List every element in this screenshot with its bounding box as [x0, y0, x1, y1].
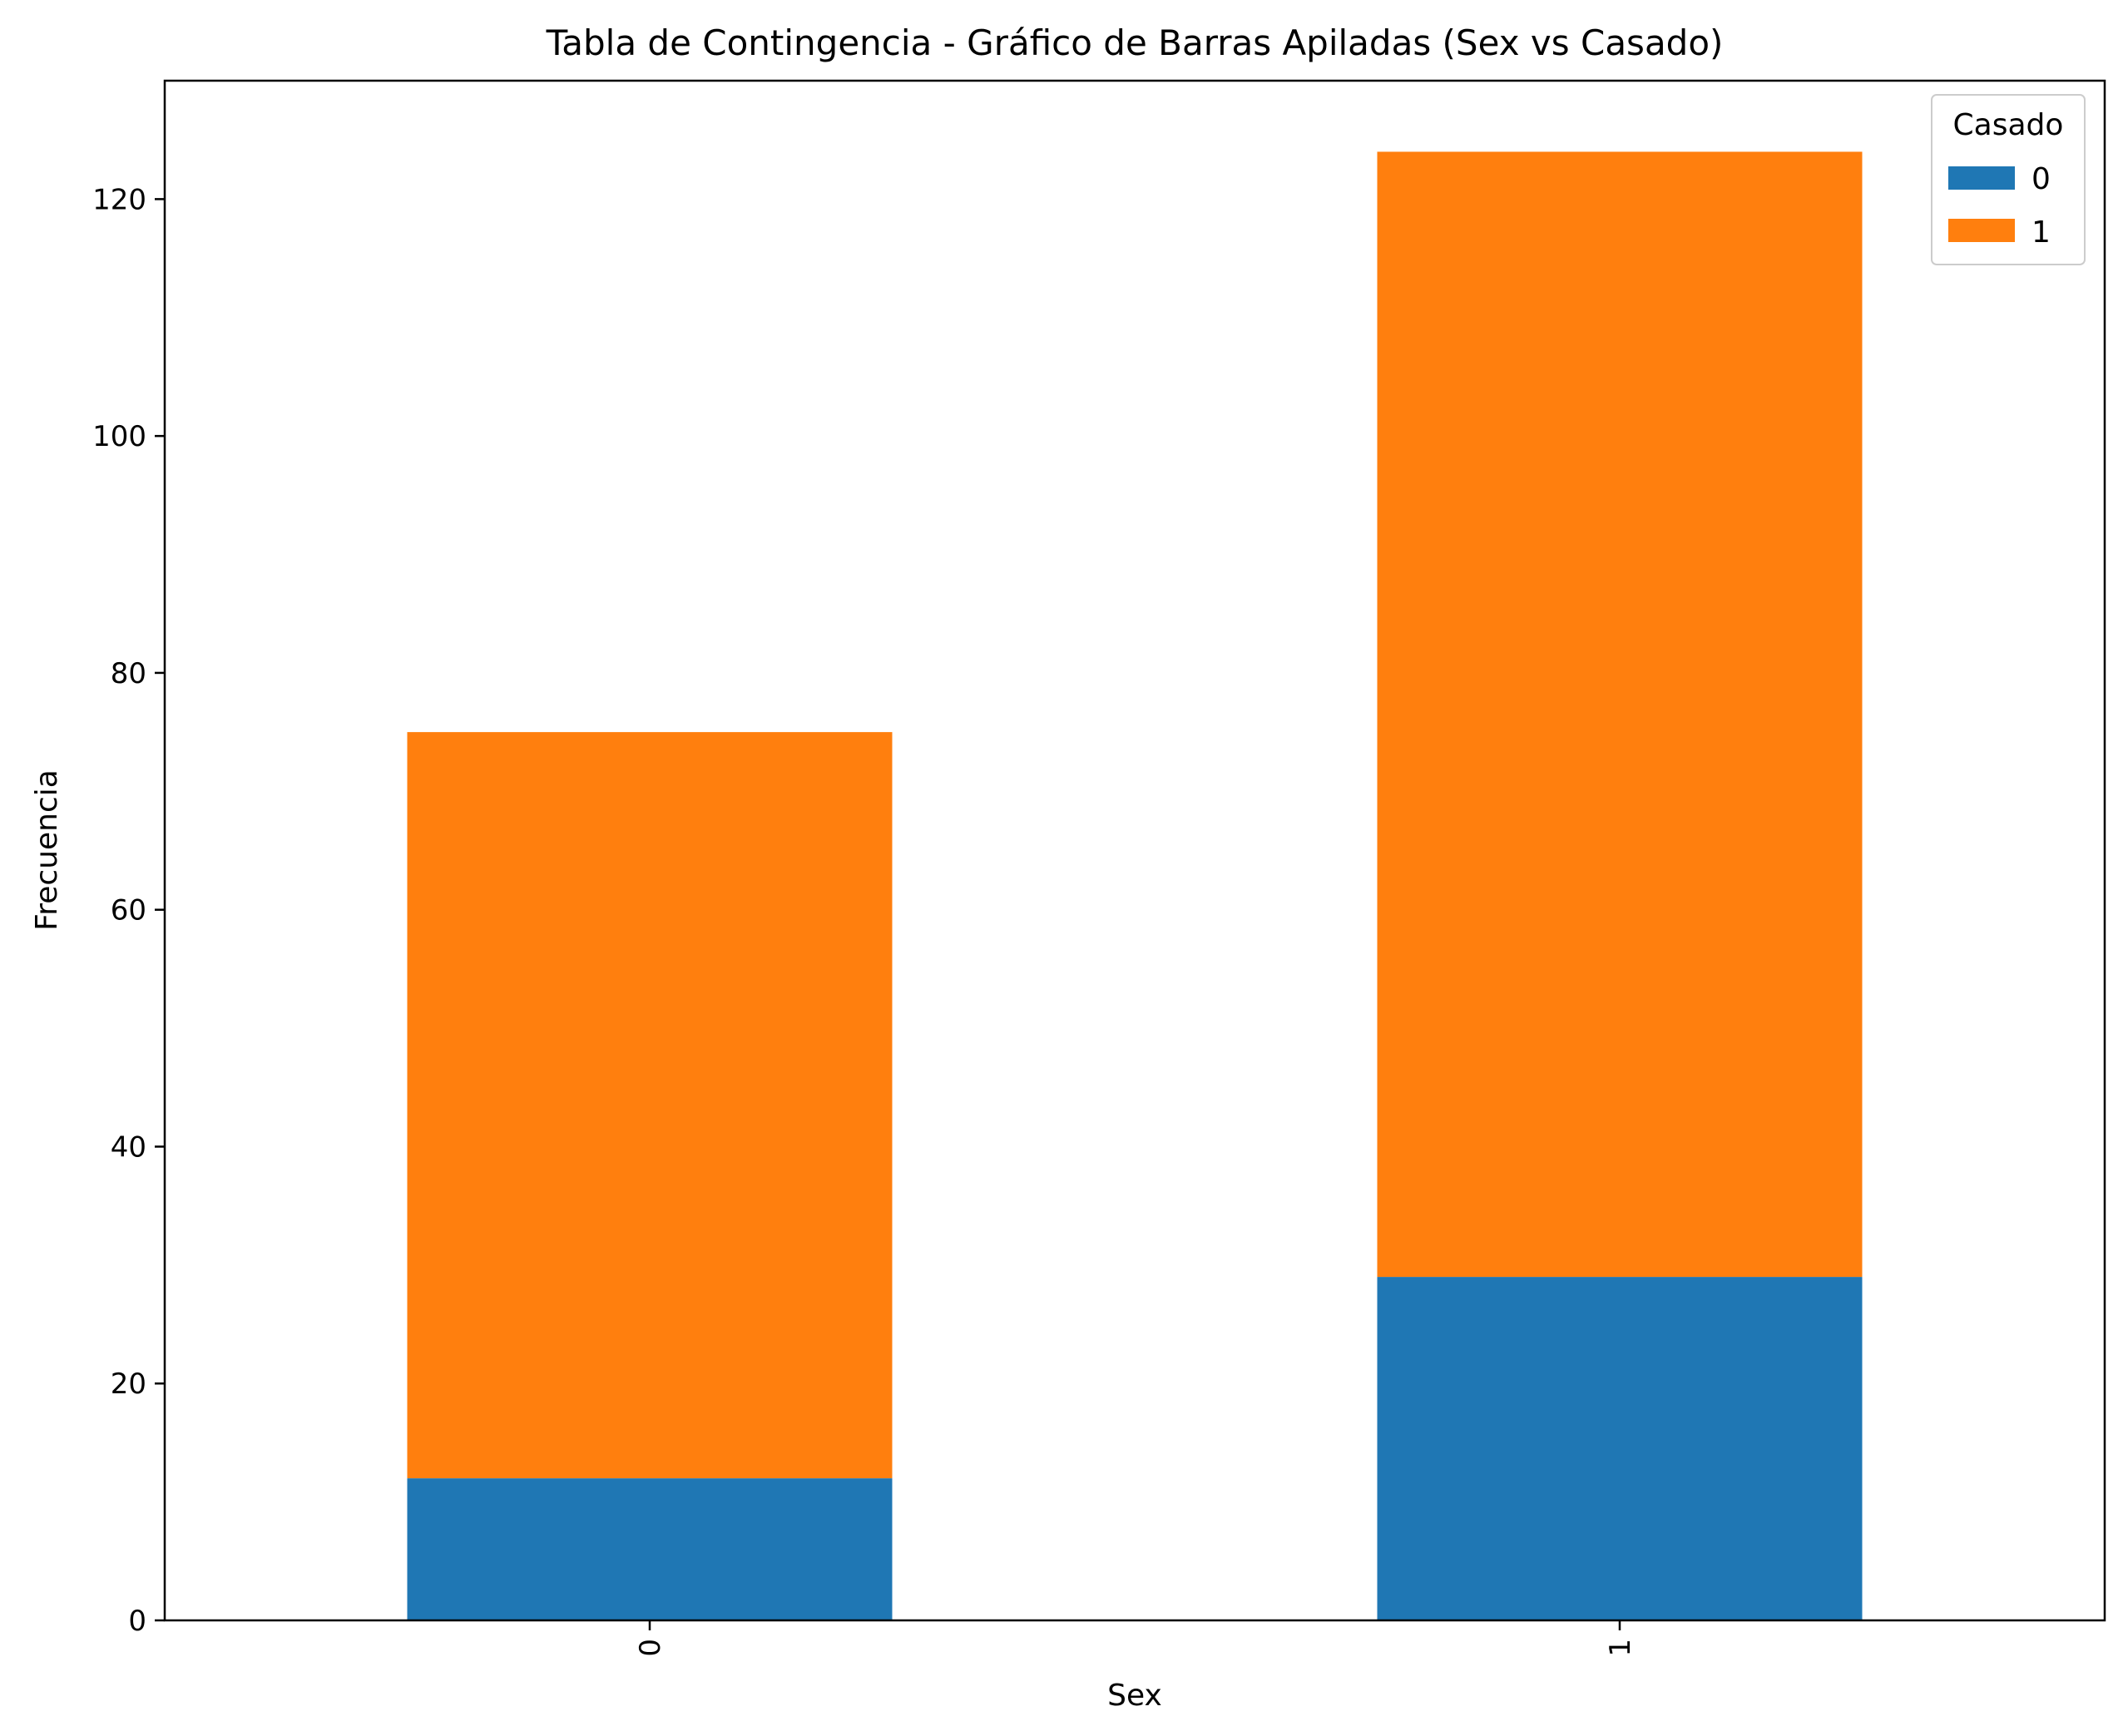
y-tick-label: 40	[111, 1130, 146, 1164]
bar-sex-1-casado-0	[1377, 1277, 1863, 1620]
plot-frame	[163, 79, 2106, 1622]
legend-title: Casado	[1953, 108, 2064, 142]
y-tick-label: 120	[92, 183, 146, 216]
y-tick-label: 60	[111, 894, 146, 927]
legend: Casado 0 1	[1931, 94, 2086, 265]
bar-sex-0-casado-1	[407, 732, 893, 1479]
legend-swatch-0	[1948, 166, 2015, 190]
y-axis-label: Frecuencia	[30, 769, 64, 931]
x-tick-label: 0	[634, 1639, 667, 1657]
bars-layer	[407, 151, 1863, 1620]
legend-label-1: 1	[2031, 215, 2051, 250]
legend-swatch-1	[1948, 219, 2015, 242]
bar-sex-1-casado-1	[1377, 151, 1863, 1278]
y-tick-label: 80	[111, 657, 146, 690]
legend-label-0: 0	[2031, 162, 2051, 196]
bar-sex-0-casado-0	[407, 1478, 893, 1620]
y-tick-label: 20	[111, 1368, 146, 1401]
x-axis-label: Sex	[1107, 1679, 1162, 1713]
y-axis-ticks: 0 20 40 60 80 100 120	[92, 183, 165, 1638]
chart-title: Tabla de Contingencia - Gráfico de Barra…	[546, 22, 1724, 63]
y-tick-label: 0	[128, 1605, 146, 1638]
y-tick-label: 100	[92, 420, 146, 453]
x-tick-label: 1	[1604, 1639, 1637, 1657]
